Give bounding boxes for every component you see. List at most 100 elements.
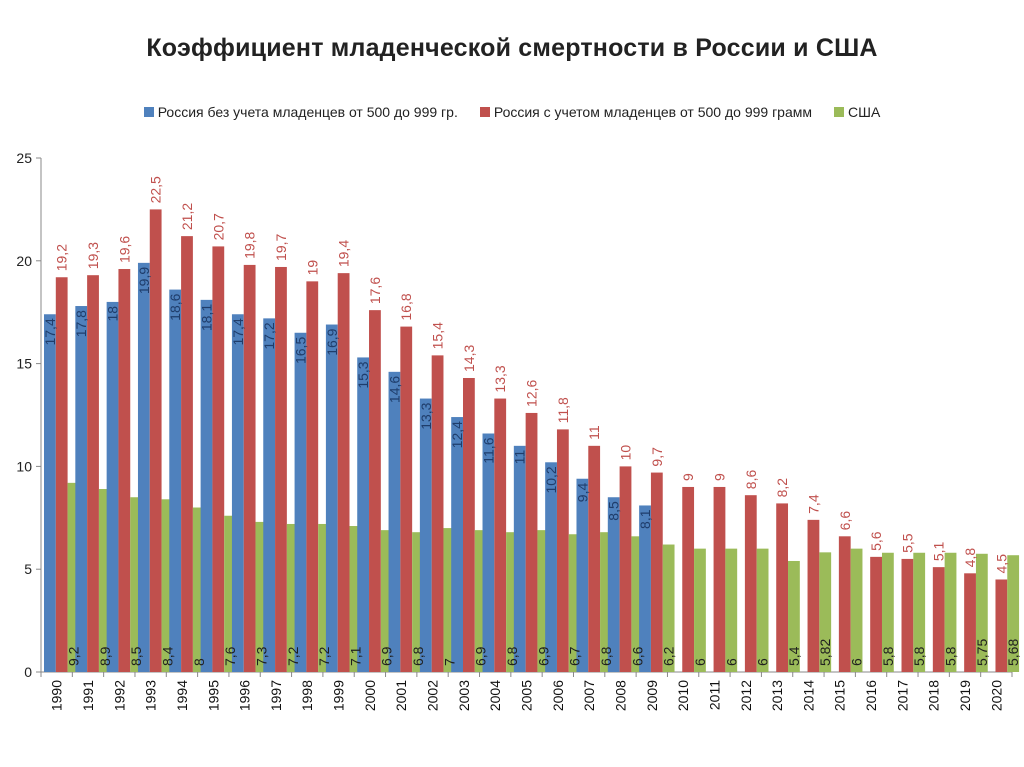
bar-1-2014 [807, 519, 820, 672]
bar-0-1996 [231, 314, 244, 672]
x-tick-label: 2013 [769, 680, 785, 711]
bar-2-2014 [819, 552, 832, 672]
data-label-2-2014: 5,82 [817, 639, 833, 666]
bar-0-1994 [169, 289, 182, 672]
data-label-1-2011: 9 [711, 473, 727, 481]
x-tick-label: 1997 [268, 680, 284, 711]
x-tick-label: 1996 [237, 680, 253, 711]
bar-1-1991 [87, 275, 99, 672]
data-label-2-2006: 6,7 [567, 646, 583, 666]
data-label-0-2005: 11 [512, 450, 528, 465]
y-tick-label: 5 [24, 561, 32, 577]
bar-2-2016 [881, 552, 894, 672]
x-tick-label: 2003 [456, 680, 472, 711]
bar-2-1993 [161, 499, 174, 672]
bar-2-2000 [380, 530, 393, 672]
data-label-1-2000: 17,6 [367, 277, 383, 304]
bar-1-2001 [400, 326, 413, 672]
data-label-0-1995: 18,1 [199, 304, 215, 331]
bar-1-2019 [964, 573, 976, 672]
data-label-1-2004: 13,3 [492, 365, 508, 392]
data-label-2-1992: 8,5 [128, 646, 144, 666]
bar-2-2020 [1007, 555, 1020, 672]
data-label-2-2019: 5,75 [974, 639, 990, 666]
data-label-0-1997: 17,2 [261, 322, 277, 349]
legend-swatch-russia-without [143, 107, 154, 117]
bar-2-2003 [474, 530, 487, 672]
bar-1-2009 [650, 472, 663, 672]
bar-0-2005 [513, 445, 526, 672]
y-tick-label: 15 [16, 356, 32, 372]
x-tick-label: 2020 [988, 680, 1004, 711]
x-tick-label: 2012 [738, 680, 754, 711]
data-label-2-1997: 7,2 [285, 646, 301, 666]
data-label-0-1996: 17,4 [230, 318, 246, 345]
bar-2-2012 [756, 548, 769, 672]
data-label-2-2012: 6 [755, 658, 771, 666]
data-label-1-2001: 16,8 [398, 293, 414, 320]
data-label-2-1996: 7,3 [253, 646, 269, 666]
data-label-0-1993: 19,9 [136, 267, 152, 294]
bar-1-2012 [744, 495, 757, 672]
data-label-0-2009: 8,1 [637, 509, 653, 529]
x-tick-label: 2006 [550, 680, 566, 711]
data-label-0-2007: 9,4 [574, 483, 590, 503]
bar-1-2006 [556, 429, 569, 672]
bar-2-1991 [98, 489, 111, 672]
data-label-1-2018: 5,1 [931, 541, 947, 561]
x-tick-label: 1999 [331, 680, 347, 711]
data-label-1-1990: 19,2 [54, 244, 70, 271]
legend-label-usa: США [848, 104, 881, 120]
data-label-0-2008: 8,5 [606, 501, 622, 521]
bar-1-1998 [306, 281, 319, 672]
data-label-2-2003: 6,9 [473, 646, 489, 666]
data-label-1-2015: 6,6 [837, 511, 853, 531]
data-label-2-2009: 6,2 [661, 646, 677, 666]
bar-0-2006 [545, 462, 557, 672]
x-tick-label: 2016 [863, 680, 879, 711]
y-tick-label: 20 [16, 253, 32, 269]
bar-0-2008 [607, 497, 620, 672]
data-label-0-2006: 10,2 [543, 466, 559, 493]
data-label-1-2008: 10 [618, 445, 634, 461]
bar-2-2017 [913, 552, 926, 672]
data-label-1-2016: 5,6 [868, 531, 884, 551]
x-tick-label: 2005 [519, 680, 535, 711]
bar-1-2018 [932, 567, 945, 672]
x-tick-label: 2008 [612, 680, 628, 711]
x-tick-label: 2018 [926, 680, 942, 711]
data-label-2-1998: 7,2 [316, 646, 332, 666]
x-tick-label: 1995 [205, 680, 221, 711]
bar-2-2007 [600, 532, 612, 672]
data-label-1-2019: 4,8 [962, 548, 978, 568]
data-label-0-1992: 18 [105, 306, 121, 322]
bar-0-1995 [200, 299, 213, 672]
x-tick-label: 2014 [800, 680, 816, 711]
bar-2-1995 [224, 515, 237, 672]
bar-0-2003 [451, 417, 463, 672]
bar-2-2004 [506, 532, 518, 672]
bar-2-1992 [130, 497, 143, 672]
x-tick-label: 1993 [143, 680, 159, 711]
bar-1-2013 [776, 503, 789, 672]
data-label-2-2020: 5,68 [1005, 639, 1021, 666]
data-label-1-1995: 20,7 [210, 213, 226, 240]
bar-1-1994 [181, 236, 193, 673]
bar-0-1991 [75, 306, 88, 672]
bar-2-2010 [694, 548, 706, 672]
bar-1-2016 [870, 556, 882, 672]
bar-0-2000 [357, 357, 370, 672]
data-label-1-2014: 7,4 [805, 494, 821, 514]
data-label-2-2008: 6,6 [629, 646, 645, 666]
chart-legend: Россия без учета младенцев от 500 до 999… [0, 104, 1024, 120]
data-label-0-1999: 16,9 [324, 328, 340, 355]
data-label-0-2001: 14,6 [386, 376, 402, 403]
bar-1-2002 [431, 355, 444, 672]
data-label-1-1999: 19,4 [336, 240, 352, 267]
data-label-0-2004: 11,6 [480, 437, 496, 463]
y-tick-label: 10 [16, 458, 32, 474]
data-label-2-2018: 5,8 [943, 646, 959, 666]
data-label-2-1994: 8 [191, 658, 207, 666]
bar-2-2002 [443, 528, 456, 672]
data-label-0-1998: 16,5 [292, 337, 308, 364]
